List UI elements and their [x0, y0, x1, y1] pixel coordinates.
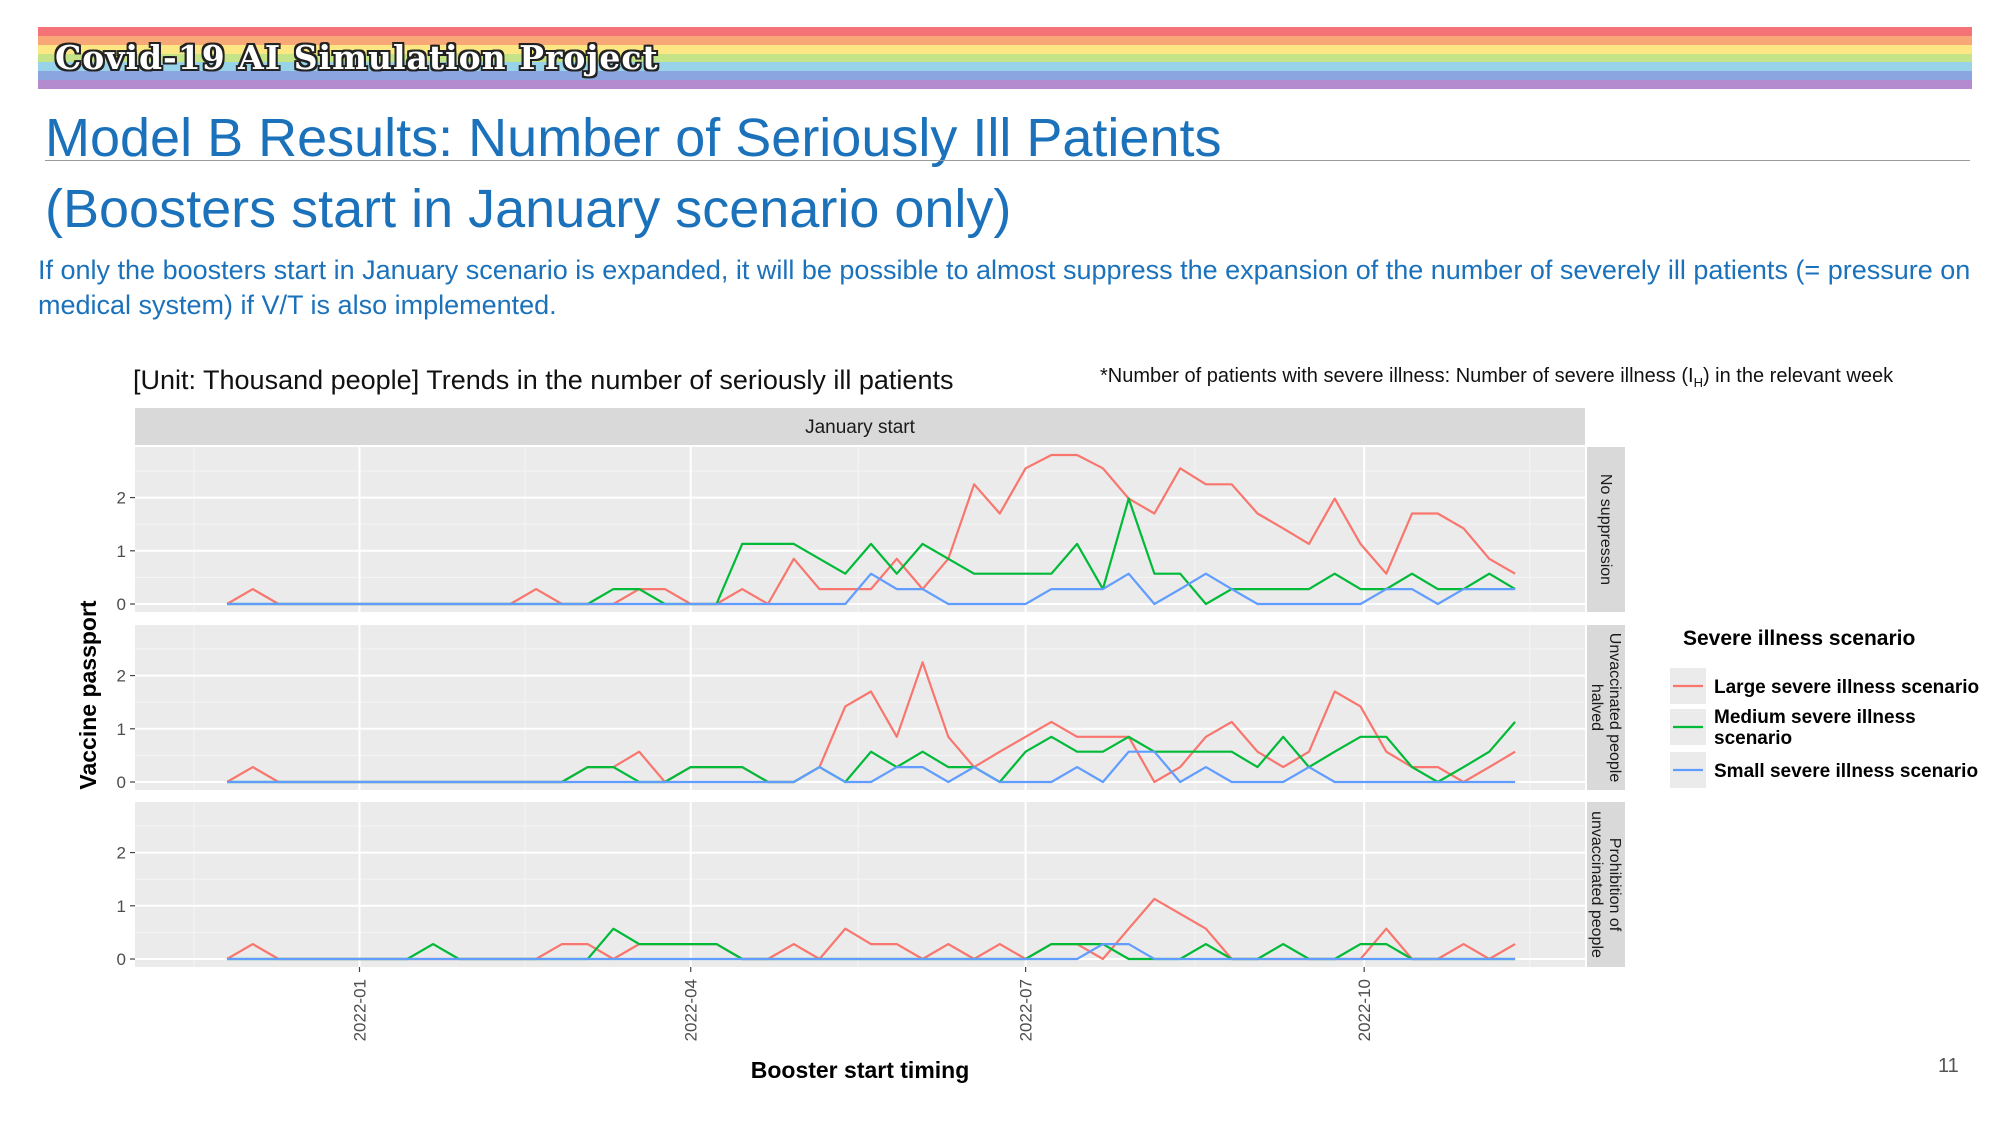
- x-axis-title: Booster start timing: [751, 1057, 970, 1083]
- y-tick-label: 0: [117, 773, 126, 792]
- project-banner-title: Covid-19 AI Simulation Project: [55, 38, 659, 77]
- strip-label: No suppression: [1597, 474, 1614, 585]
- series-line: [227, 572, 1516, 606]
- legend-label: Medium severe illness: [1714, 707, 1916, 728]
- legend-label: Small severe illness scenario: [1714, 761, 1978, 782]
- y-tick-label: 2: [117, 667, 126, 686]
- legend: Severe illness scenario Large severe illn…: [1670, 627, 1979, 788]
- slide-title-line2: (Boosters start in January scenario only…: [45, 179, 1012, 239]
- slide-title-line1: Model B Results: Number of Seriously Ill…: [45, 108, 1222, 168]
- x-tick-label: 2022-01: [350, 979, 369, 1041]
- title-divider: [45, 160, 1970, 161]
- legend-title: Severe illness scenario: [1683, 627, 1915, 650]
- x-tick-label: 2022-10: [1355, 979, 1374, 1041]
- banner-stripe: [38, 44, 1972, 54]
- panel-background: [135, 447, 1585, 612]
- series-line: [227, 942, 1516, 961]
- y-tick-label: 0: [117, 595, 126, 614]
- y-axis-title: Vaccine passport: [75, 600, 101, 790]
- facet-strip-right: [1587, 625, 1625, 790]
- y-tick-label: 2: [117, 844, 126, 863]
- y-tick-label: 1: [117, 897, 126, 916]
- facet-strip-right: [1587, 802, 1625, 967]
- y-tick-label: 1: [117, 720, 126, 739]
- banner-stripe: [38, 53, 1972, 63]
- facet-strip-title: January start: [805, 417, 916, 438]
- slide-description: If only the boosters start in January sc…: [38, 255, 1971, 320]
- panel-background: [135, 625, 1585, 790]
- x-tick-label: 2022-04: [682, 979, 701, 1041]
- banner-stripe: [38, 27, 1972, 36]
- page-number: 11: [1938, 1055, 1959, 1077]
- chart-footnote: *Number of patients with severe illness:…: [1100, 365, 1894, 390]
- facet-strip-right: [1587, 447, 1625, 612]
- rainbow-banner: [38, 27, 1972, 90]
- panel-background: [135, 802, 1585, 967]
- banner-stripe: [38, 80, 1972, 90]
- legend-label: scenario: [1714, 728, 1792, 749]
- x-tick-label: 2022-07: [1017, 979, 1036, 1041]
- facet-panel: 0 1 2 No suppression: [117, 447, 1625, 614]
- y-tick-label: 0: [117, 950, 126, 969]
- strip-label: halved: [1588, 684, 1605, 731]
- banner-stripe: [38, 71, 1972, 81]
- y-tick-label: 1: [117, 542, 126, 561]
- strip-label: unvaccinated people: [1588, 811, 1605, 958]
- banner-stripe: [38, 62, 1972, 72]
- y-tick-label: 2: [117, 489, 126, 508]
- chart-unit-label: [Unit: Thousand people] Trends in the nu…: [133, 365, 954, 395]
- series-line: [227, 750, 1516, 784]
- facet-strip-top: [135, 408, 1585, 445]
- legend-label: Large severe illness scenario: [1714, 677, 1979, 698]
- strip-label: Prohibition of: [1606, 838, 1623, 932]
- strip-label: Unvaccinated people: [1606, 633, 1623, 783]
- banner-stripe: [38, 35, 1972, 45]
